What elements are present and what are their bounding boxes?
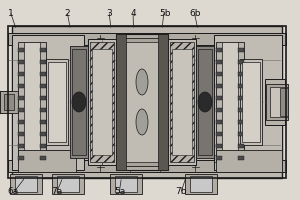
Bar <box>18 96 24 100</box>
Bar <box>57 176 79 192</box>
Bar <box>40 60 46 64</box>
Bar <box>238 144 244 148</box>
Bar <box>240 59 262 145</box>
Bar <box>40 144 46 148</box>
Bar <box>72 49 86 155</box>
Bar <box>92 49 112 155</box>
Bar <box>40 96 46 100</box>
Bar <box>120 38 164 166</box>
Text: 2: 2 <box>64 9 70 18</box>
Bar <box>70 46 88 158</box>
Bar <box>216 156 222 160</box>
Text: 1: 1 <box>8 9 13 18</box>
Bar <box>18 120 24 124</box>
Text: 7a: 7a <box>51 187 62 196</box>
Bar <box>270 87 288 117</box>
Bar <box>190 176 212 192</box>
Bar <box>116 34 126 170</box>
Bar <box>172 49 192 155</box>
Bar <box>18 48 24 52</box>
Bar <box>216 108 222 112</box>
Bar <box>216 96 222 100</box>
Bar <box>18 156 24 160</box>
Bar <box>40 108 46 112</box>
Bar <box>40 72 46 76</box>
Ellipse shape <box>72 92 86 112</box>
Bar <box>18 72 24 76</box>
Bar <box>8 33 286 45</box>
Bar <box>18 84 24 88</box>
Bar <box>238 156 244 160</box>
Bar <box>40 156 46 160</box>
Bar <box>10 174 42 194</box>
Bar <box>216 48 222 52</box>
Bar <box>8 26 286 178</box>
Bar <box>238 108 244 112</box>
Text: 3: 3 <box>106 9 112 18</box>
Bar <box>216 132 222 136</box>
Bar <box>0 91 18 113</box>
Bar <box>18 150 76 172</box>
Bar <box>216 144 222 148</box>
Text: 5a: 5a <box>114 187 125 196</box>
Ellipse shape <box>136 109 148 135</box>
Bar <box>238 120 244 124</box>
Bar <box>238 84 244 88</box>
Bar <box>238 60 244 64</box>
Bar <box>222 42 238 162</box>
Bar <box>170 42 194 162</box>
Bar <box>12 35 84 170</box>
Bar <box>214 35 282 170</box>
Bar <box>18 108 24 112</box>
Bar <box>158 34 168 170</box>
Bar <box>18 42 46 162</box>
Bar <box>12 26 282 178</box>
Text: 5b: 5b <box>159 9 170 18</box>
Bar <box>216 72 222 76</box>
Ellipse shape <box>136 69 148 95</box>
Bar <box>126 42 158 162</box>
Bar <box>4 94 14 110</box>
Bar <box>40 84 46 88</box>
Bar <box>185 174 217 194</box>
Bar <box>168 39 196 165</box>
Bar <box>40 120 46 124</box>
Bar <box>115 176 137 192</box>
Text: 7b: 7b <box>176 187 187 196</box>
Bar <box>242 62 260 142</box>
Bar <box>216 150 282 172</box>
Bar <box>18 60 24 64</box>
Bar <box>24 42 40 162</box>
Bar <box>18 144 24 148</box>
Bar <box>110 174 142 194</box>
Bar <box>280 88 288 116</box>
Bar <box>18 132 24 136</box>
Bar <box>48 62 66 142</box>
Bar <box>8 160 286 172</box>
Bar <box>46 59 68 145</box>
Bar <box>238 72 244 76</box>
Bar <box>40 132 46 136</box>
Text: 4: 4 <box>130 9 136 18</box>
Bar <box>238 96 244 100</box>
Bar <box>238 48 244 52</box>
Text: 6a: 6a <box>8 187 19 196</box>
Bar <box>216 84 222 88</box>
Bar <box>88 39 116 165</box>
Bar <box>266 84 288 120</box>
Text: 6b: 6b <box>189 9 200 18</box>
Bar <box>15 176 37 192</box>
Ellipse shape <box>198 92 212 112</box>
Bar <box>40 48 46 52</box>
Bar <box>52 174 84 194</box>
Bar <box>196 46 214 158</box>
Bar <box>90 42 114 162</box>
Bar <box>265 79 285 125</box>
Bar <box>238 132 244 136</box>
Bar <box>116 34 168 170</box>
Bar <box>216 60 222 64</box>
Bar <box>216 42 244 162</box>
Bar <box>198 49 212 155</box>
Bar <box>216 120 222 124</box>
